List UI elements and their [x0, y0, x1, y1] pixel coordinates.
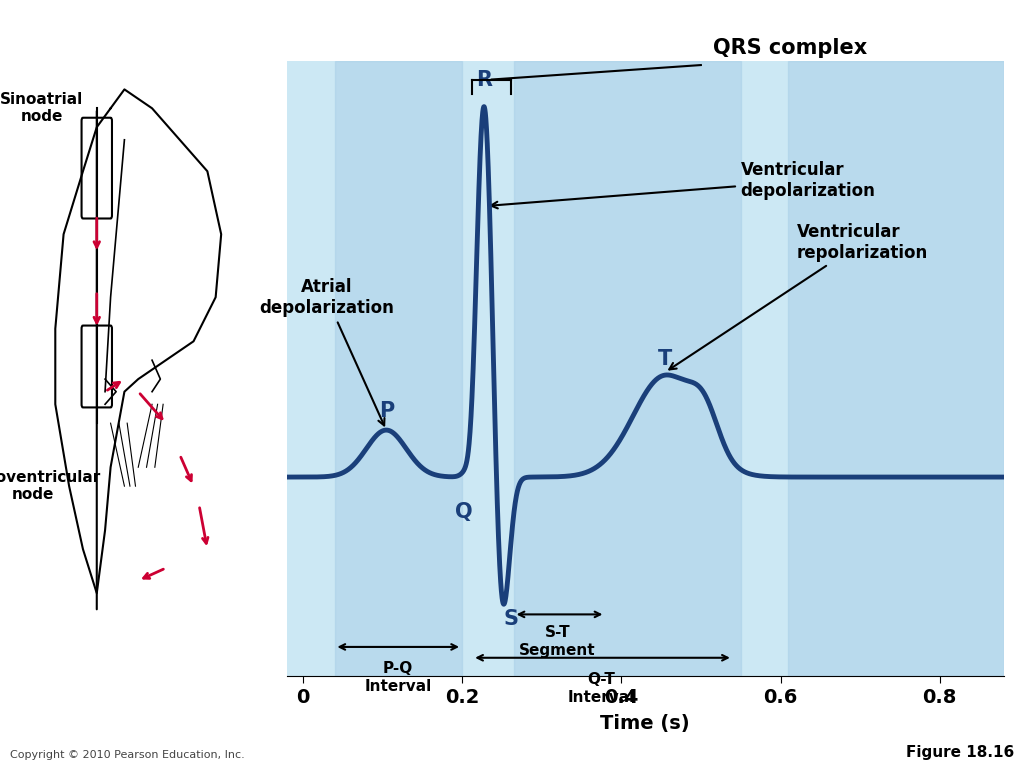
Bar — [514, 61, 740, 676]
Text: R: R — [476, 71, 493, 91]
Text: Atrioventricular
node: Atrioventricular node — [0, 470, 101, 502]
Text: P-Q
Interval: P-Q Interval — [365, 661, 432, 694]
Text: Q: Q — [455, 502, 472, 522]
Bar — [335, 61, 462, 676]
Text: Atrial
depolarization: Atrial depolarization — [259, 278, 394, 425]
Text: Figure 18.16: Figure 18.16 — [905, 745, 1014, 760]
Text: S: S — [504, 609, 519, 629]
Text: Copyright © 2010 Pearson Education, Inc.: Copyright © 2010 Pearson Education, Inc. — [10, 750, 245, 760]
Text: Q-T
Interval: Q-T Interval — [567, 672, 635, 704]
Text: S-T
Segment: S-T Segment — [519, 625, 596, 657]
Text: T: T — [657, 349, 672, 369]
Text: Ventricular
depolarization: Ventricular depolarization — [490, 161, 876, 208]
Text: P: P — [379, 401, 394, 421]
FancyBboxPatch shape — [82, 326, 112, 408]
FancyBboxPatch shape — [82, 118, 112, 219]
Bar — [788, 61, 1004, 676]
X-axis label: Time (s): Time (s) — [600, 713, 690, 733]
Text: Sinoatrial
node: Sinoatrial node — [0, 92, 83, 124]
Text: Ventricular
repolarization: Ventricular repolarization — [670, 223, 928, 369]
Text: QRS complex: QRS complex — [713, 38, 867, 58]
